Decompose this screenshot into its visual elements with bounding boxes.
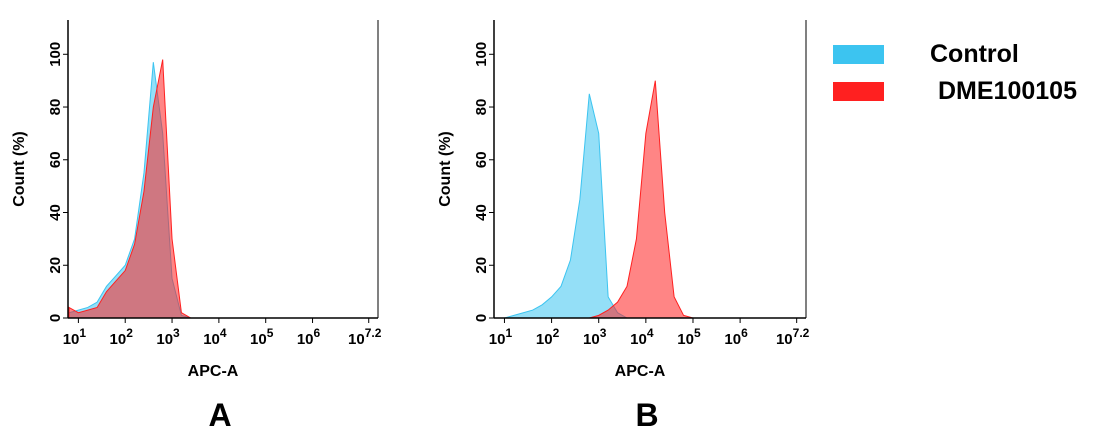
- tick-exponent: 3: [600, 326, 607, 340]
- tick-exponent: 2: [126, 326, 133, 340]
- tick-base: 10: [348, 331, 365, 348]
- tick-base: 10: [776, 331, 793, 348]
- x-tick-label: 105: [250, 326, 274, 348]
- legend-swatch: [833, 82, 884, 101]
- tick-base: 10: [630, 331, 647, 348]
- y-tick-label: 20: [47, 257, 64, 274]
- tick-base: 10: [724, 331, 741, 348]
- histogram-area: [68, 59, 276, 319]
- x-tick-label: 107.2: [348, 326, 382, 348]
- y-tick-label: 100: [47, 42, 64, 67]
- legend-swatch: [833, 45, 884, 64]
- y-axis-label: Count (%): [437, 131, 454, 207]
- tick-exponent: 6: [314, 326, 321, 340]
- x-tick-label: 102: [110, 326, 134, 348]
- legend-label: DME100105: [938, 77, 1077, 105]
- x-tick-label: 103: [156, 326, 180, 348]
- y-tick-label: 40: [473, 204, 490, 221]
- tick-exponent: 4: [220, 326, 227, 340]
- tick-exponent: 5: [267, 326, 274, 340]
- y-tick-label: 60: [473, 151, 490, 168]
- tick-base: 10: [583, 331, 600, 348]
- x-axis-label: APC-A: [615, 363, 666, 380]
- x-tick-label: 102: [536, 326, 560, 348]
- tick-base: 10: [677, 331, 694, 348]
- y-tick-label: 0: [473, 314, 490, 322]
- tick-exponent: 7.2: [365, 326, 382, 340]
- x-tick-label: 107.2: [776, 326, 810, 348]
- y-tick-label: 40: [47, 204, 64, 221]
- x-tick-label: 106: [297, 326, 321, 348]
- tick-exponent: 1: [505, 326, 512, 340]
- tick-exponent: 2: [553, 326, 560, 340]
- y-tick-label: 60: [47, 151, 64, 168]
- x-tick-label: 101: [63, 326, 87, 348]
- y-tick-label: 20: [473, 257, 490, 274]
- tick-base: 10: [110, 331, 127, 348]
- tick-exponent: 6: [741, 326, 748, 340]
- y-axis-label: Count (%): [11, 131, 28, 207]
- tick-base: 10: [536, 331, 553, 348]
- tick-exponent: 3: [173, 326, 180, 340]
- panel-label: B: [635, 397, 658, 433]
- x-tick-label: 104: [203, 326, 227, 348]
- x-tick-label: 103: [583, 326, 607, 348]
- tick-base: 10: [297, 331, 314, 348]
- tick-exponent: 7.2: [793, 326, 810, 340]
- x-tick-label: 106: [724, 326, 748, 348]
- x-tick-label: 104: [630, 326, 654, 348]
- y-tick-label: 80: [473, 99, 490, 116]
- x-tick-label: 105: [677, 326, 701, 348]
- y-tick-label: 80: [47, 99, 64, 116]
- x-axis-label: APC-A: [188, 363, 239, 380]
- tick-base: 10: [63, 331, 80, 348]
- tick-base: 10: [156, 331, 173, 348]
- y-tick-label: 0: [47, 314, 64, 322]
- tick-exponent: 4: [647, 326, 654, 340]
- legend-label: Control: [930, 40, 1019, 68]
- panel-label: A: [208, 397, 231, 433]
- tick-base: 10: [489, 331, 506, 348]
- tick-base: 10: [250, 331, 267, 348]
- x-tick-label: 101: [489, 326, 513, 348]
- y-tick-label: 100: [473, 42, 490, 67]
- tick-base: 10: [203, 331, 220, 348]
- tick-exponent: 1: [79, 326, 86, 340]
- tick-exponent: 5: [694, 326, 701, 340]
